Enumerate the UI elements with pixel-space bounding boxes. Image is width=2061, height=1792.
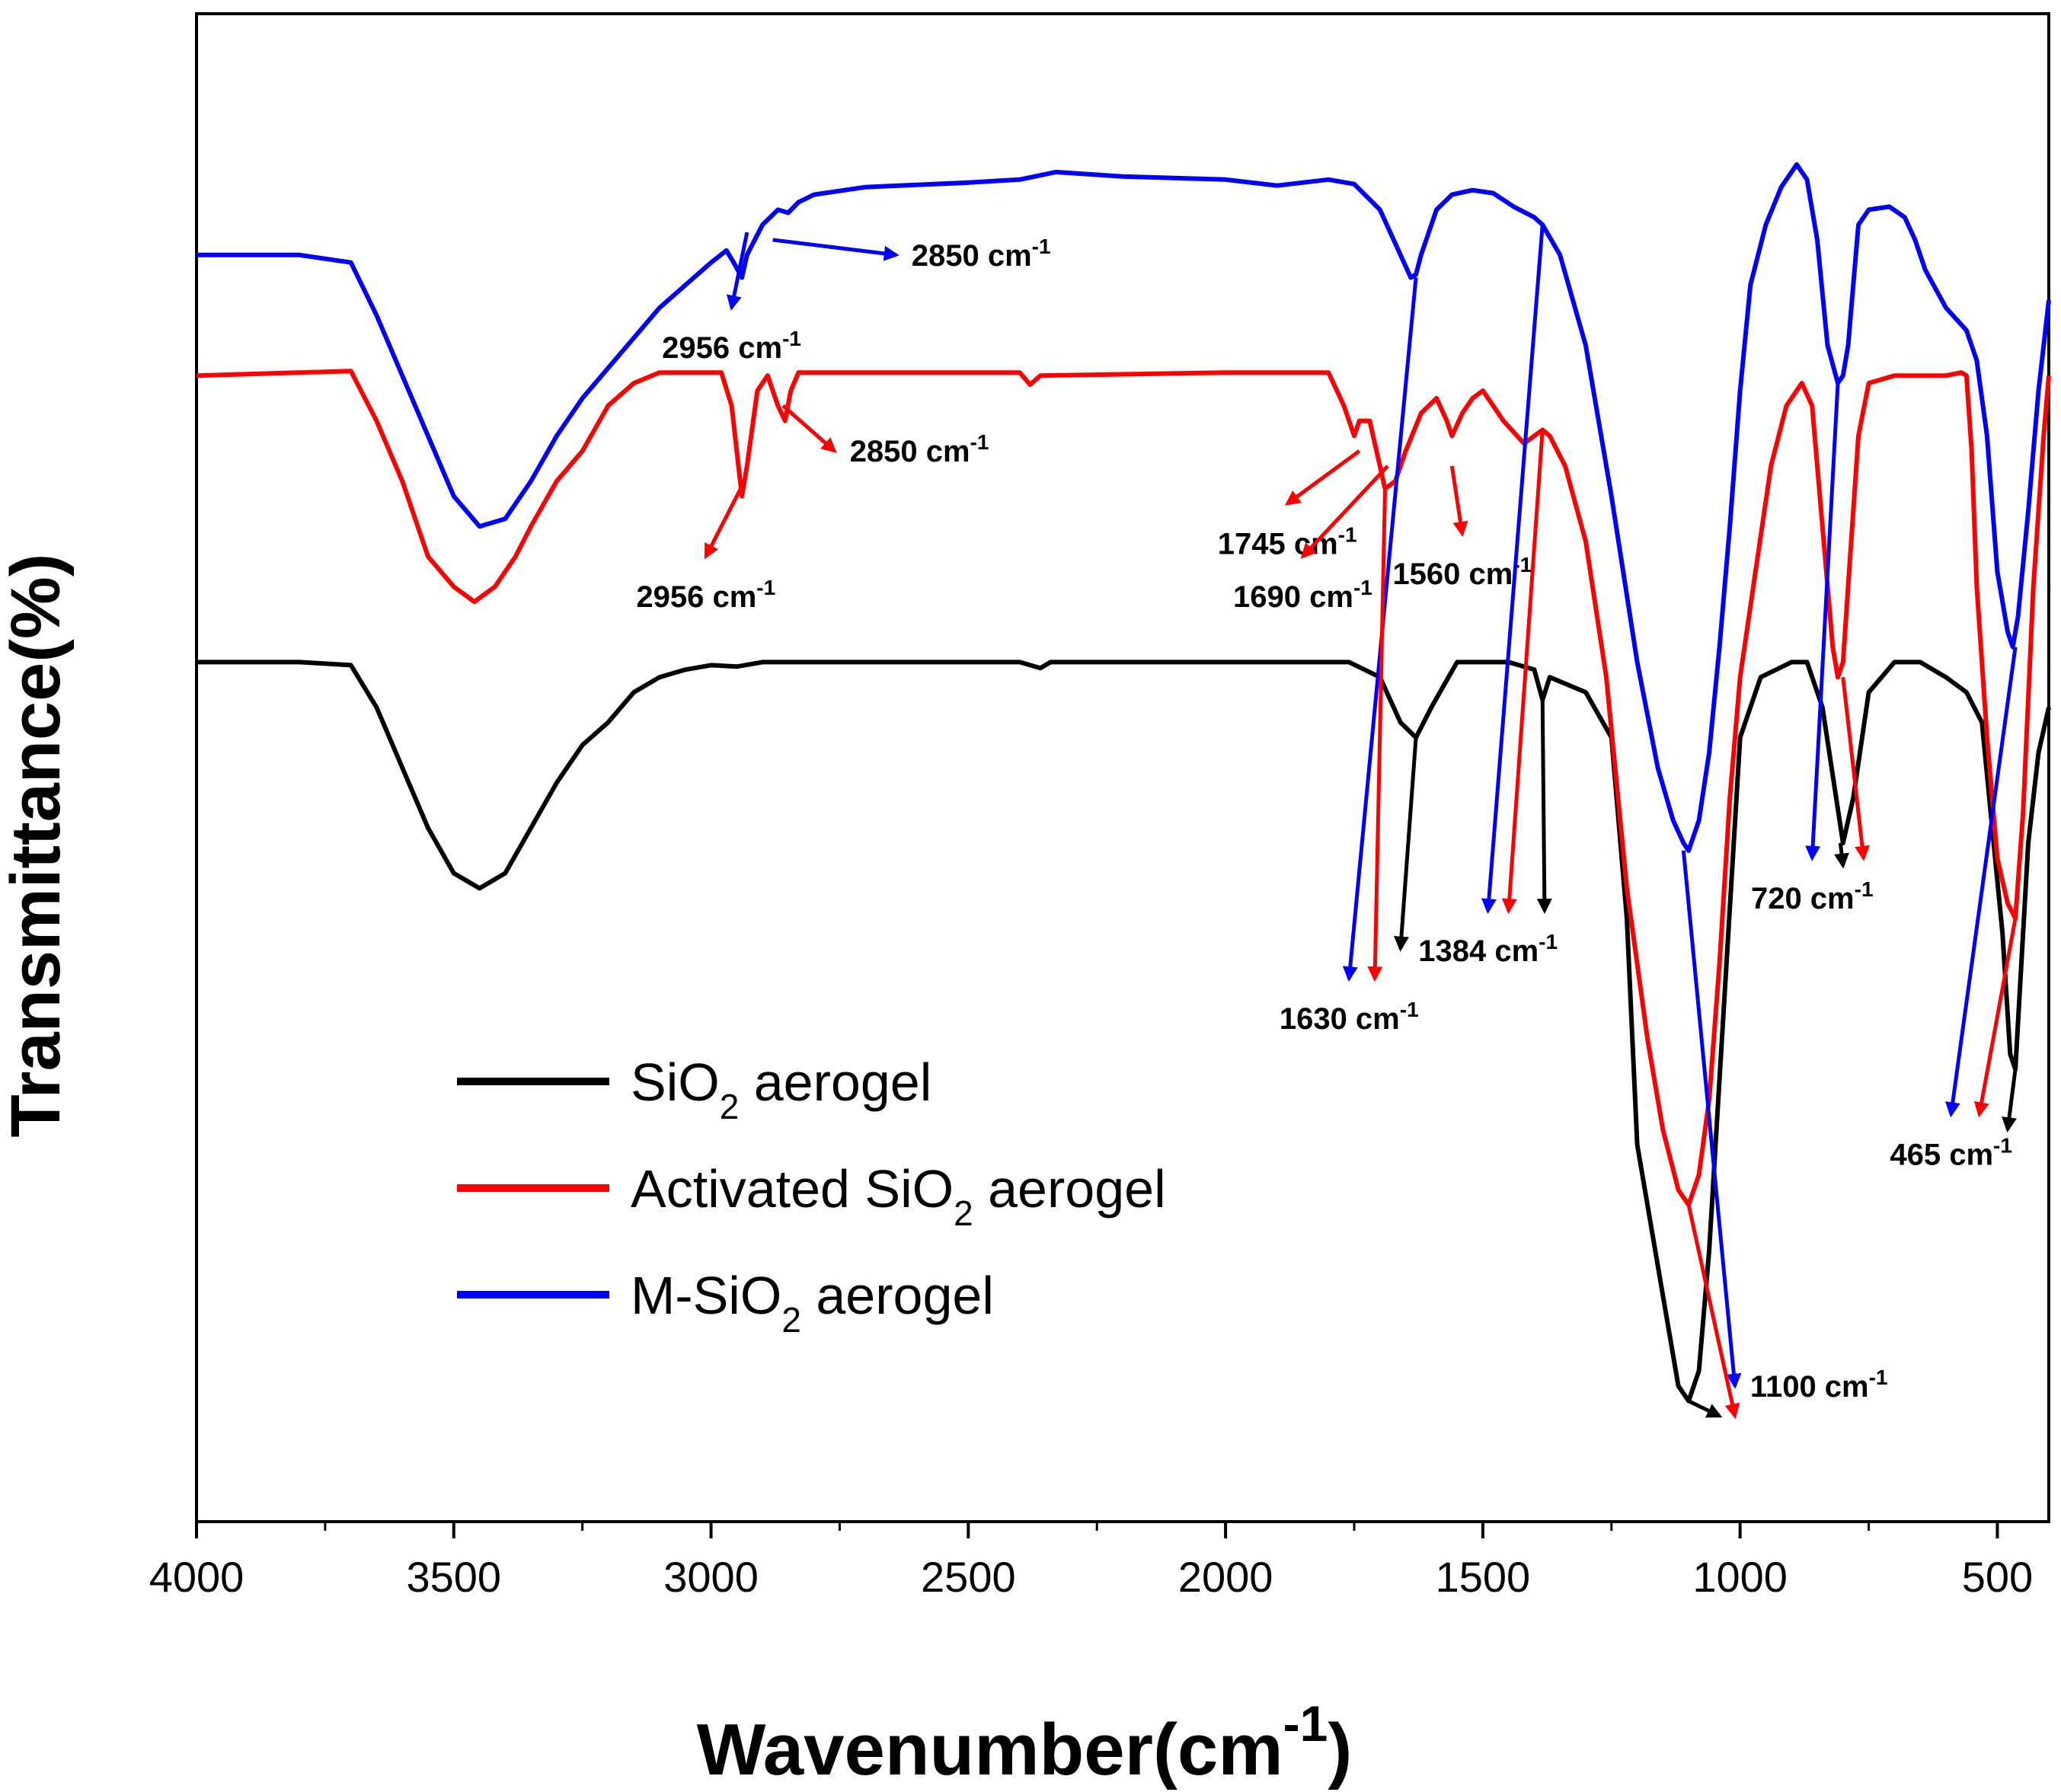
- annotation-arrow-9: [1393, 737, 1418, 952]
- series-line-1: [196, 369, 2051, 1208]
- annotation-arrow-19: [1944, 647, 2018, 1118]
- y-axis-title: Transmittance(%): [0, 554, 75, 1138]
- annotation-arrow-2: [781, 404, 837, 453]
- x-axis-ticks: 4000 3500 3000 2500 2000 1500 1000 500: [149, 1522, 2033, 1601]
- annotation-arrow-17: [1686, 1204, 1740, 1420]
- annotation-label-3: 2956 cm-1: [636, 576, 775, 614]
- x-tick-label-3500: 3500: [406, 1553, 501, 1601]
- annotation-group: 2850 cm-1 2956 cm-1 2850 cm-1 2956 cm-1 1745…: [636, 225, 2018, 1420]
- annotation-label-10: 1384 cm-1: [1418, 930, 1558, 968]
- x-axis-title-end: ): [1328, 1709, 1352, 1790]
- x-axis-title-main: Wavenumber(cm: [697, 1709, 1283, 1790]
- legend: SiO2 aerogel Activated SiO2 aerogel M-SiO2…: [457, 1053, 1166, 1340]
- series-line-0: [197, 660, 2051, 1404]
- x-tick-label-1000: 1000: [1692, 1553, 1788, 1601]
- annotation-arrow-0: [772, 238, 899, 261]
- x-axis-title-sup: -1: [1283, 1695, 1328, 1752]
- annotation-label-5: 1690 cm-1: [1233, 576, 1372, 614]
- annotation-arrow-4: [1284, 449, 1361, 506]
- annotation-label-19: 465 cm-1: [1890, 1133, 2012, 1171]
- x-tick-label-2000: 2000: [1178, 1553, 1273, 1601]
- x-tick-label-4000: 4000: [149, 1553, 244, 1601]
- annotation-label-6: 1560 cm-1: [1392, 553, 1532, 591]
- x-tick-label-1500: 1500: [1436, 1553, 1531, 1601]
- annotation-label-2: 2850 cm-1: [850, 430, 989, 468]
- legend-label-1: Activated SiO2 aerogel: [631, 1159, 1166, 1233]
- annotation-arrow-20: [1973, 918, 2018, 1118]
- annotation-label-7: 1630 cm-1: [1280, 998, 1419, 1036]
- annotation-arrow-5: [1300, 465, 1389, 559]
- annotation-arrow-3: [704, 480, 746, 560]
- annotation-arrow-15: [1841, 676, 1870, 861]
- annotation-arrow-11: [1501, 430, 1545, 915]
- annotation-arrow-12: [1536, 699, 1552, 915]
- series-line-2: [197, 162, 2051, 853]
- annotation-label-0: 2850 cm-1: [912, 235, 1051, 273]
- legend-label-0: SiO2 aerogel: [631, 1053, 931, 1126]
- legend-label-2: M-SiO2 aerogel: [631, 1266, 994, 1340]
- annotation-arrow-14: [1834, 842, 1849, 869]
- x-tick-label-3000: 3000: [663, 1553, 759, 1601]
- annotation-arrow-13: [1805, 382, 1840, 861]
- annotation-arrow-10: [1481, 225, 1545, 915]
- x-tick-label-2500: 2500: [921, 1553, 1016, 1601]
- annotation-arrow-1: [726, 232, 749, 311]
- annotation-label-13: 720 cm-1: [1751, 877, 1874, 915]
- annotation-arrow-21: [2002, 1068, 2018, 1133]
- x-tick-label-500: 500: [1962, 1553, 2033, 1601]
- series-group: [196, 162, 2051, 1404]
- plot-frame: [195, 12, 2050, 1523]
- annotation-arrow-18: [1688, 1399, 1723, 1418]
- annotation-arrow-8: [1367, 488, 1388, 982]
- annotation-label-4: 1745 cm-1: [1218, 523, 1357, 561]
- annotation-arrow-6: [1449, 465, 1468, 538]
- annotation-arrow-16: [1681, 850, 1742, 1389]
- annotation-label-16: 1100 cm-1: [1750, 1366, 1888, 1404]
- annotation-label-1: 2956 cm-1: [662, 327, 801, 365]
- x-axis-title: Wavenumber(cm-1): [697, 1695, 1353, 1790]
